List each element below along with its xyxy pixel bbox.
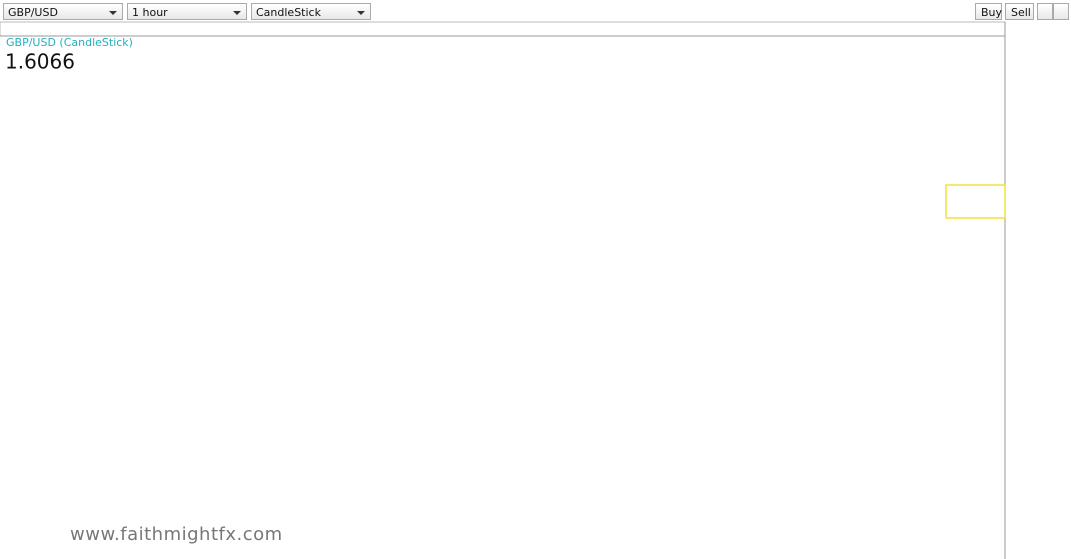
watermark: www.faithmightfx.com (70, 524, 283, 545)
draw-button[interactable] (1053, 3, 1069, 20)
date-header (0, 21, 1006, 37)
buy-button[interactable]: Buy (975, 3, 1002, 20)
style-select[interactable]: CandleStick (251, 3, 371, 20)
sell-button[interactable]: Sell (1005, 3, 1034, 20)
indicator-button[interactable] (1037, 3, 1053, 20)
series-label: GBP/USD (CandleStick) (6, 36, 133, 49)
interval-select[interactable]: 1 hour (127, 3, 247, 20)
highlight-box (945, 184, 1006, 219)
symbol-select[interactable]: GBP/USD (3, 3, 123, 20)
last-price: 1.6066 (5, 50, 75, 74)
